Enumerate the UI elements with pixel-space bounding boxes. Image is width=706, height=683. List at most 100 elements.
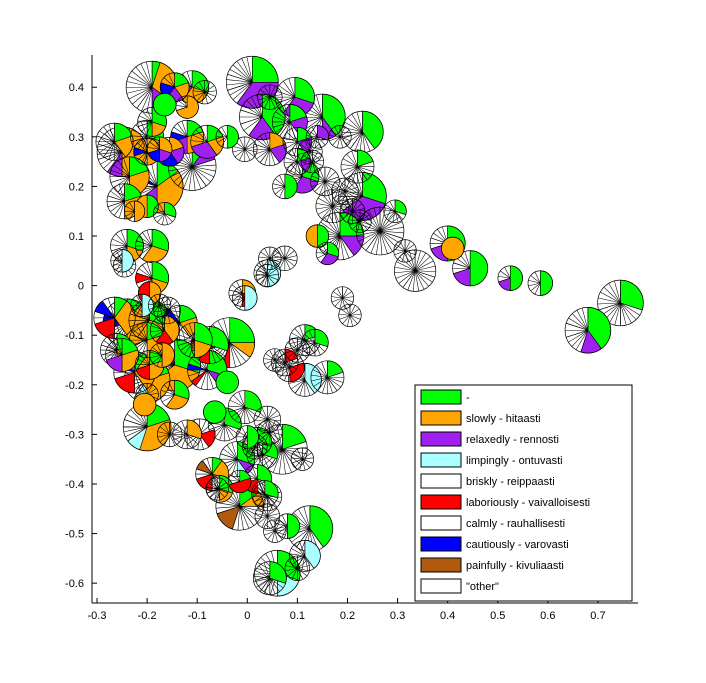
pie-spoke — [160, 82, 175, 88]
pie-slice — [287, 513, 301, 539]
x-tick-label: -0.1 — [188, 610, 207, 622]
pie-spoke — [130, 334, 148, 341]
pie-glyphs — [93, 55, 644, 597]
pie-spoke — [161, 394, 175, 403]
pie-point — [301, 328, 329, 357]
pie-spoke — [261, 265, 268, 276]
pie-point — [272, 173, 298, 200]
pie-spoke — [264, 493, 275, 504]
pie-point — [159, 379, 190, 410]
pie-spoke — [297, 557, 303, 569]
pie-spoke — [289, 121, 296, 139]
pie-spoke — [274, 349, 281, 361]
pie-spoke — [267, 410, 278, 420]
pie-spoke — [129, 202, 135, 212]
pie-spoke — [287, 342, 298, 351]
pie-outline — [215, 125, 239, 149]
pie-spoke — [287, 152, 298, 162]
pie-spoke — [263, 358, 275, 361]
pie-spoke — [223, 318, 231, 343]
pie-outline — [340, 149, 375, 184]
pie-outline — [147, 293, 172, 318]
pie-outline — [315, 241, 340, 266]
pie-spoke — [414, 270, 429, 287]
pie-spoke — [261, 516, 268, 528]
pie-spoke — [303, 116, 323, 131]
pie-point — [315, 189, 350, 224]
pie-outline — [232, 285, 258, 311]
pie-slice — [251, 55, 279, 83]
pie-spoke — [392, 211, 396, 223]
pie-spoke — [317, 136, 329, 141]
pie-spoke — [209, 344, 228, 352]
pie-spoke — [125, 210, 135, 217]
pie-spoke — [254, 438, 265, 447]
pie-spoke — [259, 578, 271, 592]
pie-spoke — [345, 131, 363, 145]
pie-spoke — [453, 267, 471, 274]
pie-spoke — [275, 111, 291, 123]
pie-spoke — [310, 374, 328, 378]
pie-slice — [394, 199, 407, 216]
pie-spoke — [609, 302, 621, 324]
pie-point — [123, 200, 146, 222]
pie-spoke — [304, 379, 315, 394]
pie-spoke — [159, 203, 165, 214]
pie-spoke — [267, 513, 280, 517]
pie-spoke — [154, 295, 160, 306]
pie-outline — [170, 119, 205, 154]
pie-spoke — [234, 406, 246, 421]
pie-spoke — [204, 91, 216, 97]
pie-spoke — [159, 303, 171, 306]
pie-spoke — [279, 367, 291, 378]
pie-spoke — [253, 575, 270, 579]
legend-swatch — [420, 515, 462, 531]
pie-spoke — [110, 170, 130, 177]
pie-spoke — [414, 256, 431, 271]
pie-spoke — [402, 270, 416, 288]
pie-spoke — [191, 369, 208, 382]
pie-spoke — [357, 166, 372, 177]
pie-spoke — [107, 201, 125, 207]
pie-point — [147, 293, 172, 318]
pie-spoke — [289, 357, 301, 368]
y-tick-label: 0.3 — [69, 132, 84, 144]
pie-spoke — [288, 379, 305, 384]
pie-spoke — [264, 97, 271, 109]
pie-spoke — [277, 518, 288, 527]
pie-spoke — [580, 330, 589, 353]
pie-spoke — [148, 305, 160, 310]
pie-spoke — [142, 245, 153, 260]
pie-spoke — [259, 96, 270, 106]
pie-spoke — [302, 154, 313, 162]
pie-spoke — [150, 354, 163, 359]
pie-spoke — [285, 349, 298, 354]
pie-spoke — [311, 175, 326, 182]
pie-spoke — [204, 90, 217, 93]
pie-spoke — [342, 296, 354, 299]
pie-spoke — [341, 131, 363, 134]
pie-spoke — [141, 151, 148, 165]
pie-spoke — [136, 87, 153, 109]
pie-spoke — [314, 342, 328, 348]
pie-spoke — [281, 362, 286, 376]
pie-spoke — [116, 250, 123, 261]
legend-label: limpingly - ontuvasti — [466, 455, 563, 467]
pie-spoke — [254, 446, 265, 455]
pie-spoke — [180, 339, 195, 351]
x-tick-label: -0.2 — [138, 610, 157, 622]
pie-spoke — [256, 149, 270, 160]
pie-point — [175, 95, 199, 119]
legend-label: briskly - reippaasti — [466, 476, 555, 488]
pie-spoke — [373, 207, 381, 232]
pie-point — [287, 362, 322, 397]
pie-spoke — [293, 512, 311, 529]
pie-spoke — [284, 362, 297, 370]
pie-spoke — [284, 258, 295, 267]
pie-spoke — [136, 142, 148, 152]
pie-spoke — [383, 209, 396, 212]
pie-spoke — [498, 275, 511, 279]
pie-outline — [123, 200, 146, 222]
pie-outline — [348, 209, 372, 233]
